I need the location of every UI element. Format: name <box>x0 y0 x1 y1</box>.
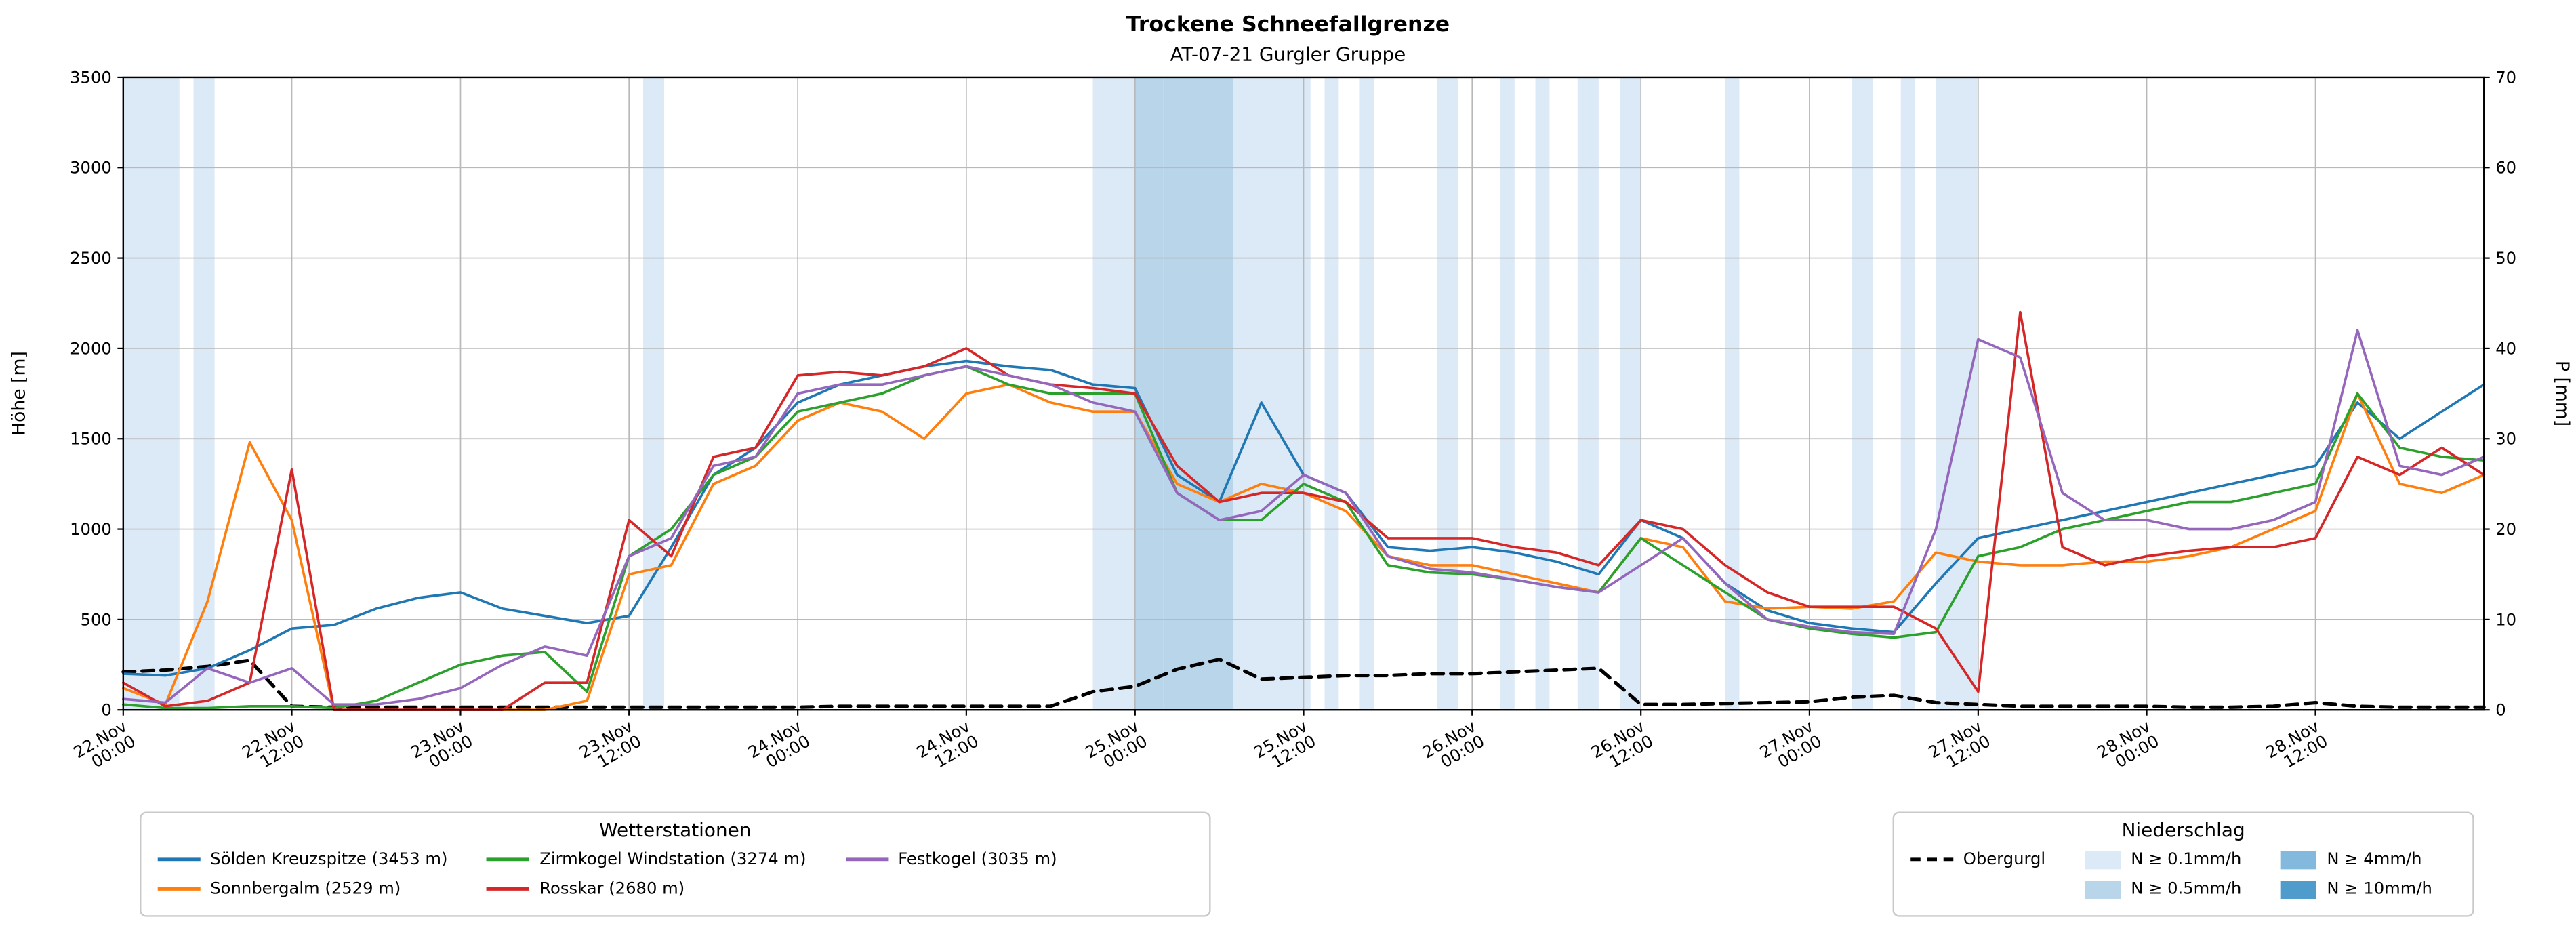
rosskar-2680-m-sample-icon <box>487 887 530 891</box>
legend-item-sonnbergalm-2529-m: Sonnbergalm (2529 m) <box>157 880 448 898</box>
y-axis-label-left: Höhe [m] <box>8 351 29 436</box>
precip-band <box>1725 77 1740 710</box>
ytick-label-left: 3500 <box>70 67 112 87</box>
precip-band <box>123 77 180 710</box>
legend-item-obergurgl: Obergurgl <box>1910 850 2045 868</box>
legend-stations: Wetterstationen Sölden Kreuzspitze (3453… <box>140 811 1211 917</box>
precip-band <box>1936 77 1978 710</box>
precip-band <box>643 77 665 710</box>
xtick-label: 23.Nov00:00 <box>407 716 476 777</box>
xtick-label: 28.Nov12:00 <box>2262 716 2331 777</box>
sonnbergalm-2529-m-sample-icon <box>157 887 201 891</box>
legend-item-label: Zirmkogel Windstation (3274 m) <box>539 850 806 869</box>
ytick-label-right: 0 <box>2495 700 2506 720</box>
series-line-festkogel-3035-m <box>121 329 2486 706</box>
legend-item-n-4mm-h: N ≥ 4mm/h <box>2281 850 2432 869</box>
ytick-label-right: 60 <box>2495 158 2516 178</box>
xtick-label: 22.Nov12:00 <box>239 716 308 777</box>
legend-item-s-lden-kreuzspitze-3453-m: Sölden Kreuzspitze (3453 m) <box>157 850 448 869</box>
xtick-label: 24.Nov12:00 <box>913 716 982 777</box>
ytick-label-right: 20 <box>2495 519 2516 539</box>
n-0-5mm-h-sample-icon <box>2085 880 2121 898</box>
xtick-label: 24.Nov00:00 <box>745 716 814 777</box>
precip-band <box>1577 77 1599 710</box>
xtick-label: 27.Nov00:00 <box>1756 716 1825 777</box>
precip-band <box>1359 77 1374 710</box>
ytick-label-right: 50 <box>2495 248 2516 268</box>
ytick-label-left: 500 <box>81 609 112 629</box>
ytick-label-left: 0 <box>101 700 111 720</box>
legend-item-n-0-1mm-h: N ≥ 0.1mm/h <box>2085 850 2242 869</box>
xtick-label: 27.Nov12:00 <box>1925 716 1994 777</box>
legend-item-n-0-5mm-h: N ≥ 0.5mm/h <box>2085 880 2241 898</box>
legend-item-n-10mm-h: N ≥ 10mm/h <box>2281 880 2432 898</box>
precip-band <box>1620 77 1641 710</box>
legend-item-label: Festkogel (3035 m) <box>898 850 1057 869</box>
festkogel-3035-m-sample-icon <box>845 857 888 862</box>
legend-item-label: N ≥ 0.5mm/h <box>2131 880 2242 898</box>
ytick-label-left: 1500 <box>70 429 112 449</box>
precip-band <box>1852 77 1873 710</box>
xtick-label: 25.Nov00:00 <box>1082 716 1151 777</box>
precip-band <box>1500 77 1515 710</box>
legend-item-zirmkogel-windstation-3274-m: Zirmkogel Windstation (3274 m) <box>487 850 806 868</box>
chart-subtitle: AT-07-21 Gurgler Gruppe <box>1170 43 1406 66</box>
precip-band <box>1163 77 1234 710</box>
y-axis-label-right: P [mm] <box>2552 361 2573 426</box>
legend-item-label: N ≥ 10mm/h <box>2327 880 2432 898</box>
legend-precip: Niederschlag Obergurgl N ≥ 0.1mm/h N ≥ 0.5… <box>1892 811 2474 917</box>
xtick-label: 26.Nov12:00 <box>1588 716 1657 777</box>
series-line-obergurgl <box>121 658 2486 709</box>
ytick-label-right: 70 <box>2495 67 2516 87</box>
xtick-label: 23.Nov12:00 <box>576 716 645 777</box>
ytick-label-right: 10 <box>2495 609 2516 629</box>
n-0-1mm-h-sample-icon <box>2085 850 2121 869</box>
legend-precip-title: Niederschlag <box>2121 818 2245 842</box>
ytick-label-left: 2000 <box>70 338 112 358</box>
legend-item-festkogel-3035-m: Festkogel (3035 m) <box>845 850 1057 869</box>
ytick-label-left: 3000 <box>70 158 112 178</box>
ytick-label-right: 30 <box>2495 429 2516 449</box>
series-line-rosskar-2680-m <box>121 310 2486 712</box>
obergurgl-sample-icon <box>1910 857 1954 862</box>
legend-stations-items: Sölden Kreuzspitze (3453 m) Sonnbergalm (… <box>157 845 1193 904</box>
precip-band <box>1233 77 1311 710</box>
legend-item-rosskar-2680-m: Rosskar (2680 m) <box>487 880 806 898</box>
series-line-zirmkogel-windstation-3274-m <box>121 365 2486 710</box>
xtick-label: 26.Nov00:00 <box>1419 716 1488 777</box>
precip-band <box>1437 77 1458 710</box>
legend-item-label: Rosskar (2680 m) <box>539 880 685 898</box>
precip-band <box>1134 77 1164 710</box>
precip-band <box>1900 77 1915 710</box>
xtick-label: 28.Nov00:00 <box>2093 716 2163 777</box>
zirmkogel-windstation-3274-m-sample-icon <box>487 857 530 862</box>
legend-precip-items: Obergurgl N ≥ 0.1mm/h N ≥ 0.5mm/h N ≥ 4mm/h… <box>1910 845 2456 904</box>
ytick-label-right: 40 <box>2495 338 2516 358</box>
precip-band <box>193 77 215 710</box>
legend-item-label: Obergurgl <box>1963 850 2046 869</box>
legend-stations-title: Wetterstationen <box>599 818 752 842</box>
chart-title: Trockene Schneefallgrenze <box>1126 13 1450 38</box>
ytick-label-left: 2500 <box>70 248 112 268</box>
ytick-label-left: 1000 <box>70 519 112 539</box>
xtick-label: 25.Nov12:00 <box>1250 716 1320 777</box>
legend-item-label: N ≥ 4mm/h <box>2327 850 2422 869</box>
legend-item-label: Sölden Kreuzspitze (3453 m) <box>210 850 448 869</box>
precip-band <box>1324 77 1339 710</box>
xtick-label: 22.Nov00:00 <box>70 716 139 777</box>
n-4mm-h-sample-icon <box>2281 850 2317 869</box>
legend-item-label: N ≥ 0.1mm/h <box>2131 850 2242 869</box>
legend-item-label: Sonnbergalm (2529 m) <box>210 880 401 898</box>
n-10mm-h-sample-icon <box>2281 880 2317 898</box>
s-lden-kreuzspitze-3453-m-sample-icon <box>157 857 201 862</box>
precip-band <box>1535 77 1550 710</box>
